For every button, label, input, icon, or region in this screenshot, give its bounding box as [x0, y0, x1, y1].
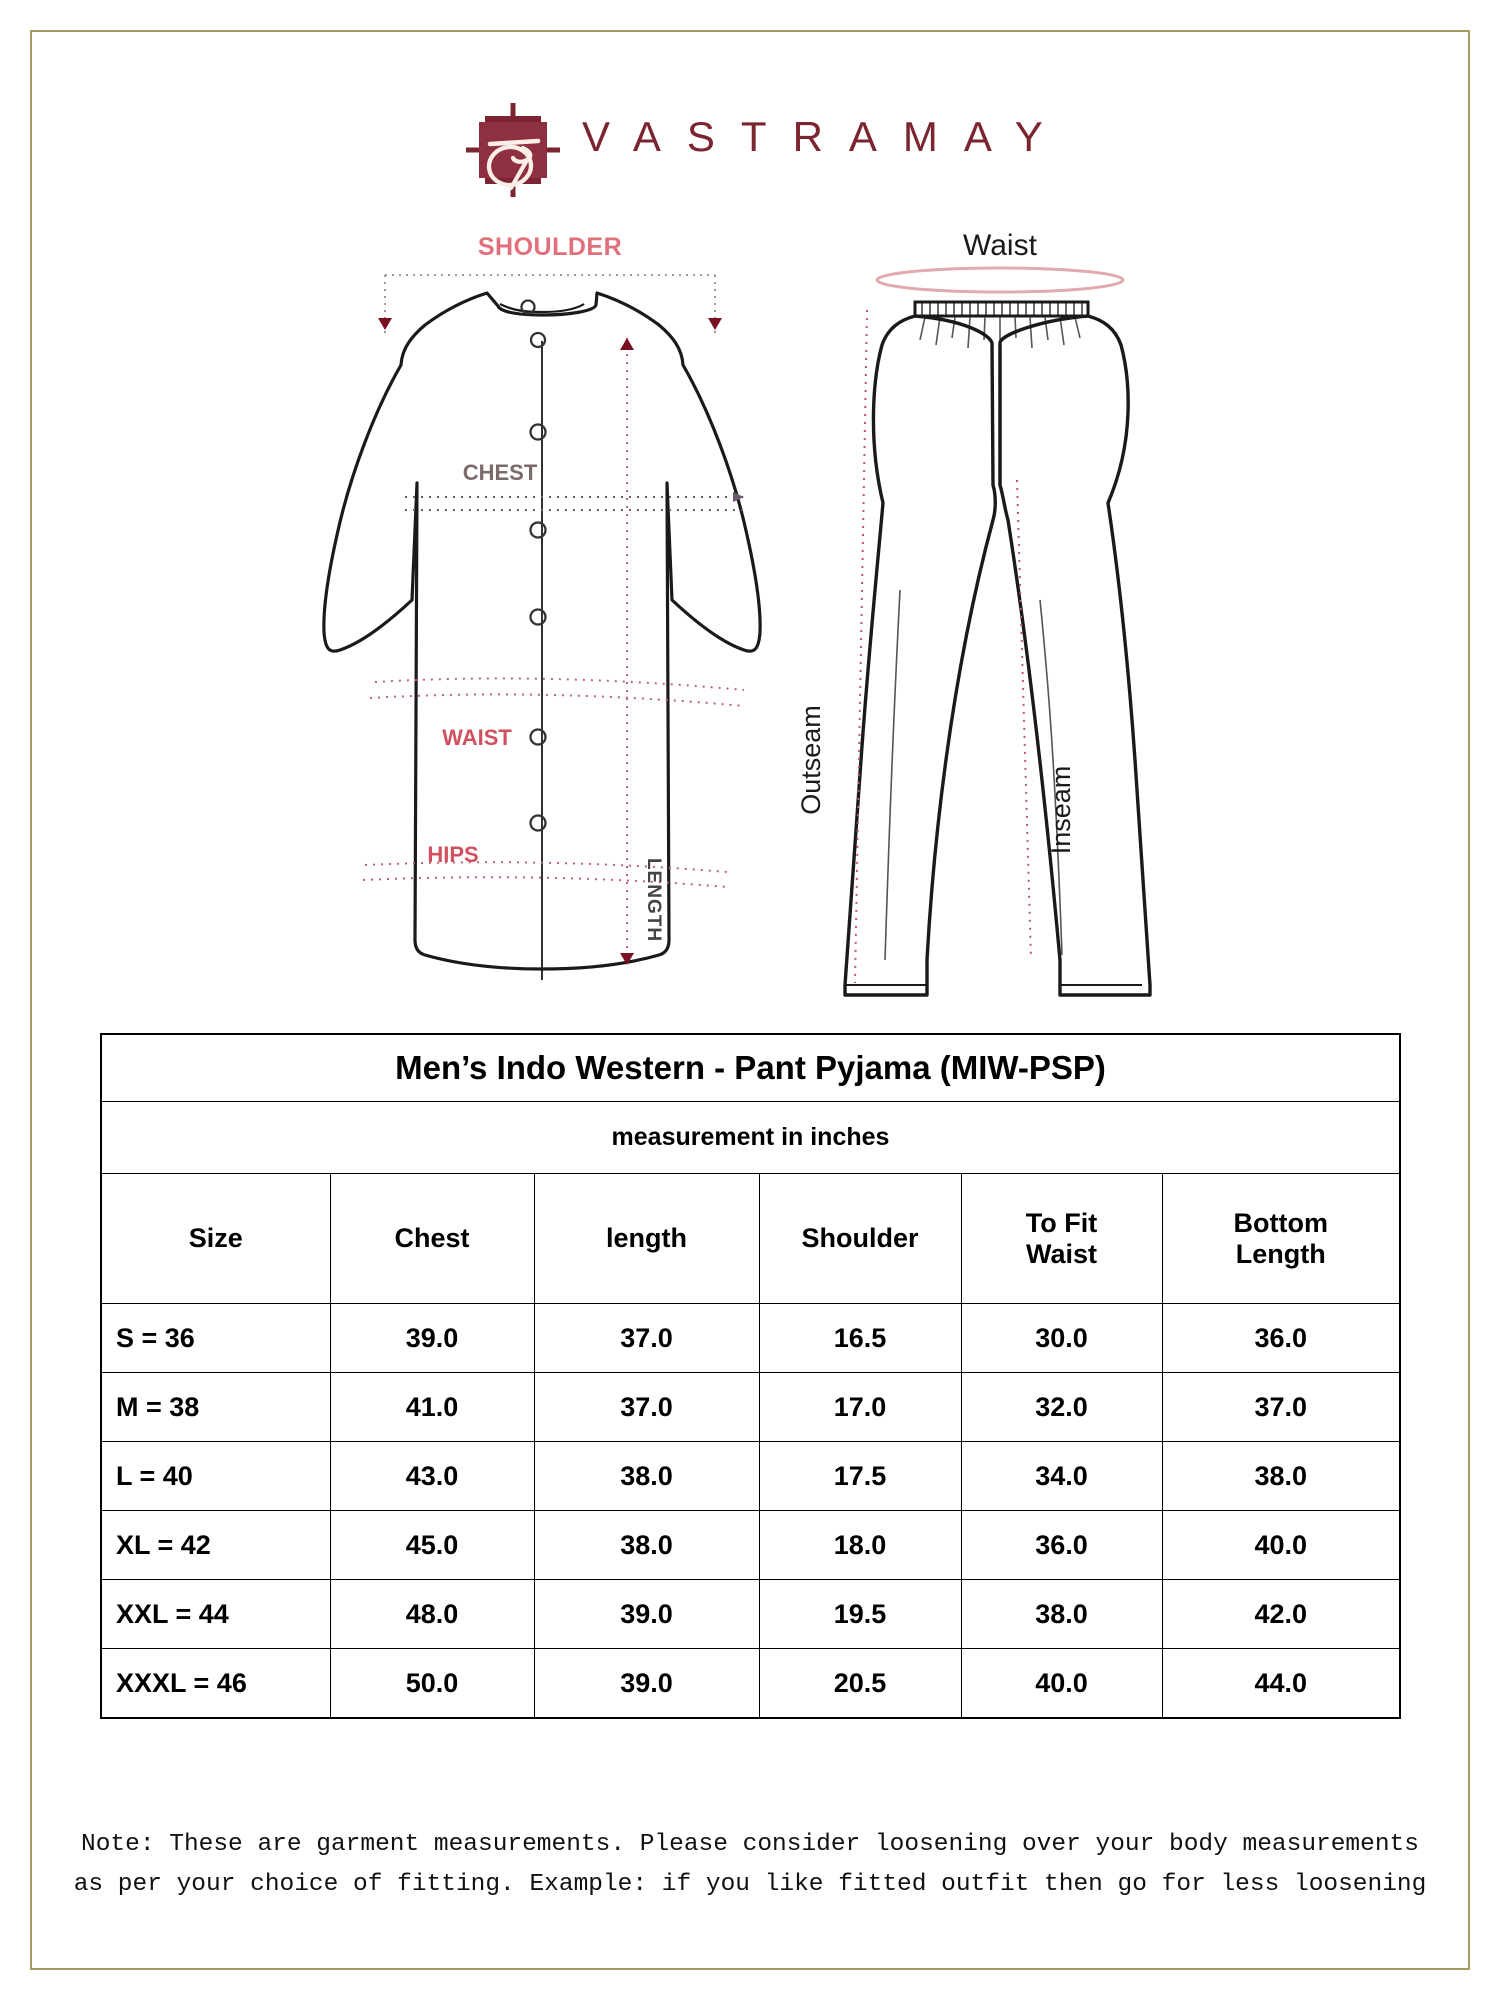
- svg-text:SHOULDER: SHOULDER: [478, 233, 622, 261]
- svg-text:WAIST: WAIST: [442, 725, 512, 750]
- svg-text:Inseam: Inseam: [1046, 766, 1076, 855]
- svg-text:CHEST: CHEST: [463, 460, 538, 485]
- svg-text:Waist: Waist: [963, 230, 1038, 262]
- svg-text:LENGTH: LENGTH: [643, 858, 664, 942]
- svg-text:Outseam: Outseam: [796, 705, 826, 815]
